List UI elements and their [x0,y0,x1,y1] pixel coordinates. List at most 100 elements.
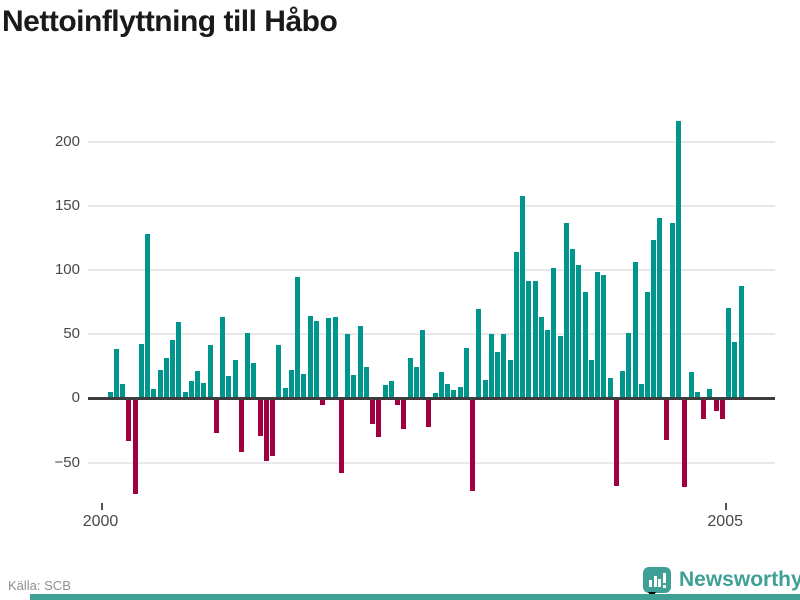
bar-2002-q4 [170,340,176,397]
bar-2019-q1 [576,264,582,397]
bar-2014-q3 [463,348,469,397]
bar-2023-q3 [688,372,694,397]
bar-2020-q2 [607,377,613,397]
y-axis-label: 200 [54,132,80,150]
bar-2006-q4 [270,399,276,457]
bar-2021-q1 [626,332,632,397]
bar-2014-q1 [451,390,457,397]
bar-2019-q2 [582,291,588,397]
bar-2007-q3 [288,369,294,397]
bar-2007-q2 [282,387,288,397]
bar-2010-q1 [351,374,357,397]
bar-2022-q1 [651,240,657,397]
x-axis-label: 2005 [707,513,743,530]
bar-2023-q4 [694,391,700,397]
bar-2001-q4 [145,233,151,397]
bar-2019-q4 [595,272,601,397]
bar-2020-q1 [601,274,607,397]
bar-2006-q2 [257,399,263,436]
bar-2008-q3 [313,321,319,397]
bar-2022-q3 [663,399,669,440]
bar-2001-q2 [132,399,138,494]
bar-2000-q2 [107,391,113,397]
bar-2021-q4 [644,291,650,397]
bar-2020-q4 [620,371,625,397]
bar-2001-q3 [138,344,144,397]
chart-title: Nettoinflyttning till Håbo [2,5,338,38]
bar-2024-q1 [701,399,707,420]
bar-2002-q3 [163,358,169,397]
bar-2013-q3 [438,372,444,397]
bar-2009-q3 [338,399,344,473]
bar-2011-q2 [382,385,388,397]
bar-2024-q1 [719,399,725,420]
bar-2022-q4 [669,223,675,397]
gridline [88,461,775,464]
brand-bottom-strip [30,594,800,600]
bar-2009-q4 [345,333,351,397]
y-axis-label: 150 [54,196,80,214]
bar-2016-q4 [520,196,526,397]
bar-2015-q1 [476,309,482,397]
bar-2021-q2 [632,261,638,397]
bar-2005-q3 [238,399,244,453]
bar-2012-q4 [420,330,426,397]
bar-2007-q4 [295,277,301,397]
bar-2010-q2 [357,326,363,397]
bar-2001-q1 [126,399,132,441]
y-axis-label: −50 [54,453,80,471]
bar-2017-q3 [538,317,544,397]
bar-2000-q4 [120,383,126,397]
bar-2018-q2 [557,336,563,397]
bar-2024-q2 [707,389,713,397]
bar-2023-q2 [682,399,688,488]
bar-2014-q2 [457,386,463,397]
bar-2018-q1 [551,268,557,397]
zero-line [88,396,775,400]
newsworthy-logo-icon [643,567,671,598]
bar-2010-q4 [370,399,376,425]
bar-2019-q3 [588,359,594,397]
bar-2022-q2 [657,218,663,397]
bar-2007-q1 [276,345,282,397]
bar-2004-q1 [201,382,207,397]
bar-2009-q2 [332,317,338,397]
y-axis-label: 0 [71,389,80,407]
bar-2013-q1 [426,399,432,427]
bar-2003-q2 [182,391,188,397]
bar-2012-q1 [401,399,407,430]
bar-2014-q4 [470,399,476,491]
bar-2016-q2 [507,359,513,397]
bar-2008-q1 [301,373,307,397]
gridline [88,333,775,336]
bar-2010-q3 [363,367,369,397]
bar-2015-q3 [488,333,494,397]
bar-2015-q4 [495,351,501,397]
bar-2024-q3 [713,399,719,412]
bar-2025-q2 [732,341,738,397]
bar-2025-q3 [738,286,744,397]
bar-2018-q3 [563,223,569,397]
bar-2006-q3 [263,399,269,462]
bar-2017-q1 [526,281,532,397]
bar-2004-q2 [207,345,213,397]
bar-2013-q2 [432,392,438,397]
bar-2012-q2 [407,358,413,397]
bar-2011-q4 [395,399,401,405]
bar-2002-q1 [151,389,157,397]
x-axis-tick [100,503,103,510]
bar-2011-q1 [376,399,382,438]
bar-2023-q1 [676,120,682,397]
bar-2008-q2 [307,315,313,397]
bar-2006-q1 [251,363,257,397]
bar-2005-q4 [245,332,251,397]
bar-2004-q3 [213,399,219,434]
bar-2003-q3 [188,381,194,397]
bar-2008-q4 [320,399,326,405]
bar-2017-q4 [545,330,551,397]
gridline [88,140,775,143]
newsworthy-logo-text: Newsworthy [679,568,800,591]
x-axis-tick [725,503,728,510]
bar-2002-q2 [157,369,163,397]
